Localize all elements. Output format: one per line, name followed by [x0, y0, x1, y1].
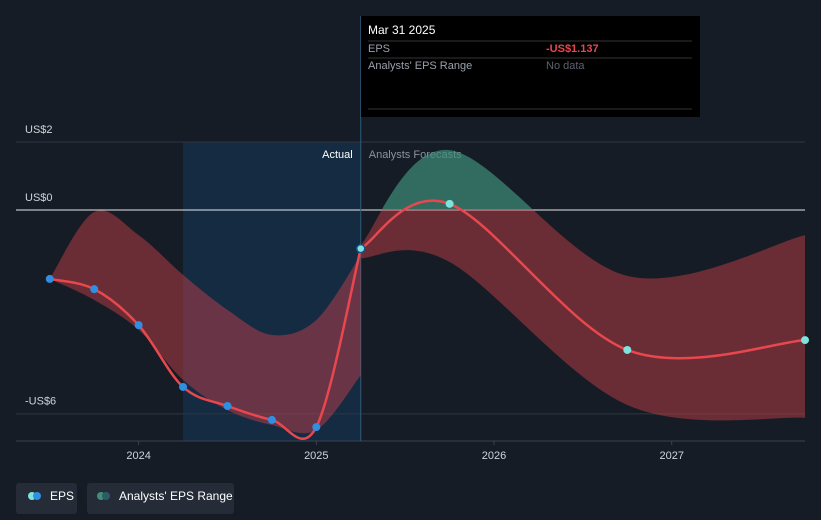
tooltip-label: EPS [368, 43, 390, 55]
tooltip-label: Analysts' EPS Range [368, 60, 472, 72]
x-tick-label: 2026 [482, 450, 506, 462]
legend-label: EPS [50, 489, 74, 503]
x-tick-label: 2027 [659, 450, 683, 462]
x-tick-label: 2025 [304, 450, 328, 462]
eps-point [445, 199, 454, 208]
eps-point [623, 345, 632, 354]
eps-point [134, 321, 143, 330]
eps-point [312, 423, 321, 432]
eps-point [267, 415, 276, 424]
x-tick-label: 2024 [126, 450, 150, 462]
range-band [360, 209, 805, 421]
y-tick-label: US$2 [25, 124, 53, 136]
legend-button[interactable] [87, 483, 234, 514]
tooltip-date: Mar 31 2025 [368, 23, 436, 37]
tooltip-value: -US$1.137 [546, 43, 599, 55]
y-tick-label: -US$6 [25, 396, 56, 408]
y-tick-label: US$0 [25, 192, 53, 204]
range-band [49, 210, 361, 434]
eps-point [90, 285, 99, 294]
legend-label: Analysts' EPS Range [119, 489, 233, 503]
eps-forecast-line [360, 199, 806, 360]
eps-point [45, 274, 54, 283]
eps-point [179, 382, 188, 391]
range-band-positive [381, 150, 534, 210]
annotation: Actual [322, 149, 353, 161]
eps-point [223, 402, 232, 411]
legend-button[interactable] [16, 483, 77, 514]
tooltip-value: No data [546, 60, 585, 72]
eps-point [355, 243, 366, 254]
legend-dot [33, 492, 41, 500]
eps-point [801, 336, 809, 345]
actual-highlight [183, 142, 361, 441]
legend-dot [102, 492, 110, 500]
tooltip [361, 16, 700, 117]
